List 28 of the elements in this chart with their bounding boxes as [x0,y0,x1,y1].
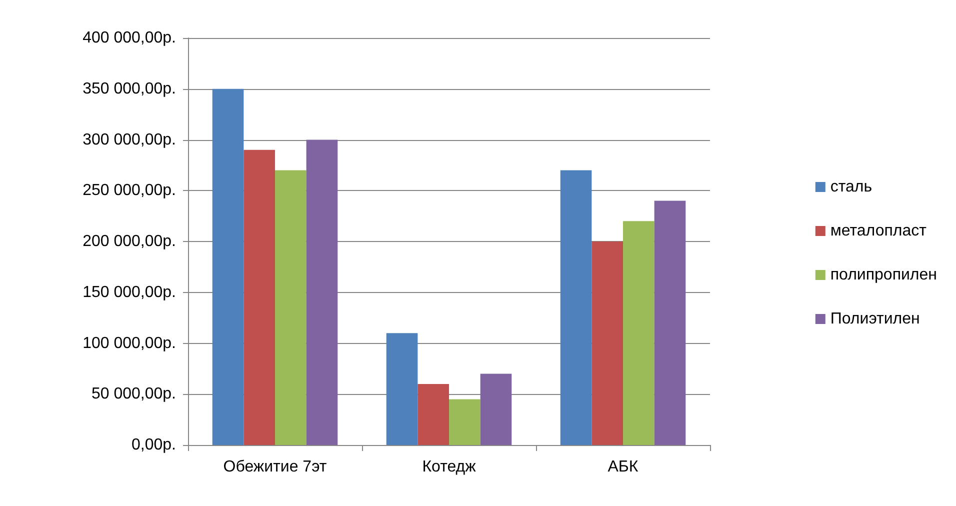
y-tick-label: 400 000,00р. [82,30,176,46]
bar [654,200,686,445]
bar [449,399,480,445]
legend-label: полипропилен [830,266,938,284]
x-tick-label: АБК [608,458,639,476]
y-tick-label: 300 000,00р. [82,131,176,148]
x-tick-label: Котедж [422,458,476,476]
bar [418,384,449,445]
y-tick-label: 200 000,00р. [82,233,176,250]
legend-label: Полиэтилен [830,310,920,328]
legend-label: металопласт [830,222,928,240]
y-tick-label: 0,00р. [132,436,176,454]
bar [275,170,306,445]
bar [480,374,512,445]
bar [212,88,244,445]
y-tick-label: 100 000,00р. [82,334,176,352]
bar [244,150,275,445]
y-tick-label: 50 000,00р. [91,386,176,403]
y-tick-label: 350 000,00р. [82,80,176,98]
bar [592,242,623,445]
bar [560,170,592,445]
y-tick-label: 150 000,00р. [82,284,176,301]
bar [623,221,654,445]
y-tick-label: 250 000,00р. [82,182,176,200]
x-tick-label: Обежитие 7эт [223,458,328,476]
legend-label: сталь [830,178,872,196]
bar [386,333,418,445]
bar [306,140,338,445]
